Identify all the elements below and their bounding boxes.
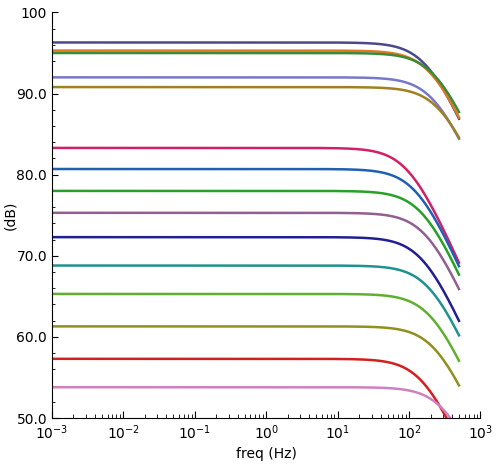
Y-axis label: (dB): (dB) — [4, 201, 18, 230]
X-axis label: freq (Hz): freq (Hz) — [236, 447, 296, 461]
